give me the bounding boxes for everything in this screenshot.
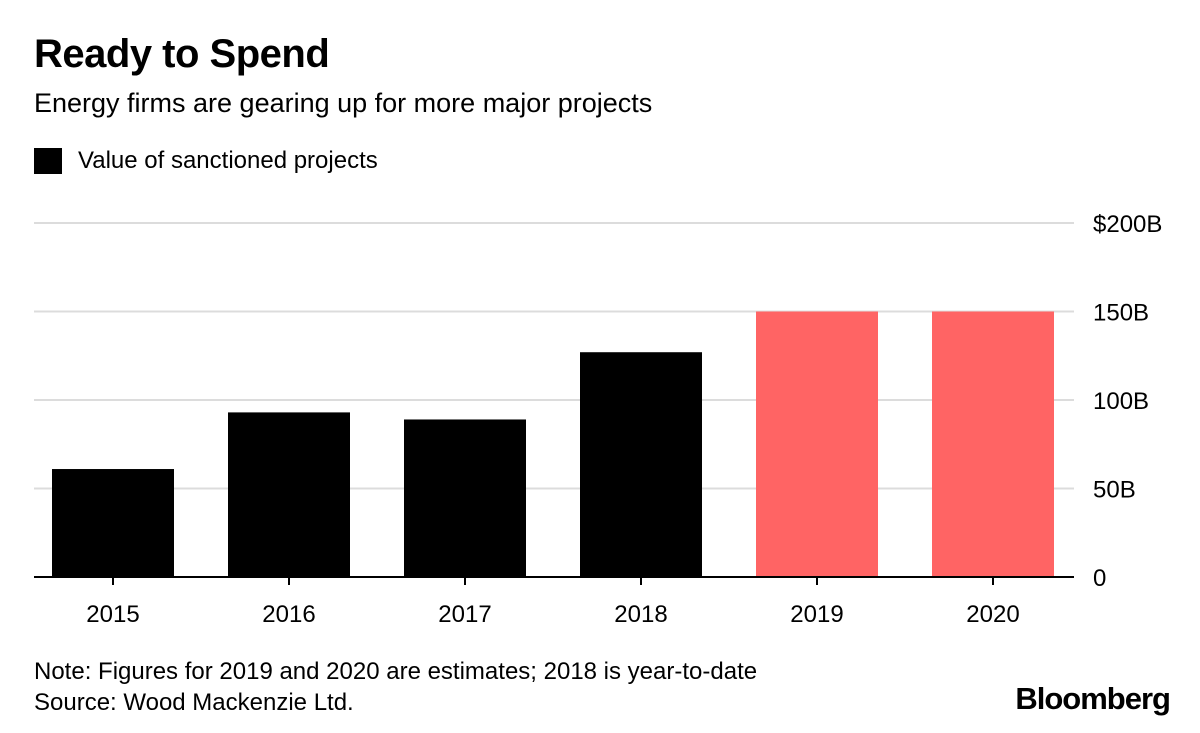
chart-legend: Value of sanctioned projects xyxy=(34,148,378,174)
x-tick-label: 2019 xyxy=(790,601,843,628)
x-tick-label: 2018 xyxy=(614,601,667,628)
footnote: Note: Figures for 2019 and 2020 are esti… xyxy=(34,658,758,685)
x-tick-label: 2015 xyxy=(86,601,139,628)
chart-subtitle: Energy firms are gearing up for more maj… xyxy=(34,88,653,118)
y-tick-label: 0 xyxy=(1093,565,1106,592)
x-tick-label: 2017 xyxy=(438,601,491,628)
bar xyxy=(52,469,174,577)
x-tick-label: 2020 xyxy=(966,601,1019,628)
source-line: Source: Wood Mackenzie Ltd. xyxy=(34,689,354,716)
bar xyxy=(932,311,1054,577)
y-tick-label: 100B xyxy=(1093,388,1149,415)
y-tick-label: 150B xyxy=(1093,300,1149,327)
bar xyxy=(756,311,878,577)
y-tick-label: 50B xyxy=(1093,477,1136,504)
bar xyxy=(228,412,350,577)
bar xyxy=(580,352,702,577)
bar xyxy=(404,419,526,577)
y-tick-label: $200B xyxy=(1093,211,1162,238)
bloomberg-logo: Bloomberg xyxy=(1015,681,1171,716)
chart-title: Ready to Spend xyxy=(34,32,330,76)
x-tick-label: 2016 xyxy=(262,601,315,628)
legend-swatch xyxy=(34,148,62,174)
chart-footer: Note: Figures for 2019 and 2020 are esti… xyxy=(34,656,757,718)
legend-label: Value of sanctioned projects xyxy=(78,147,378,174)
